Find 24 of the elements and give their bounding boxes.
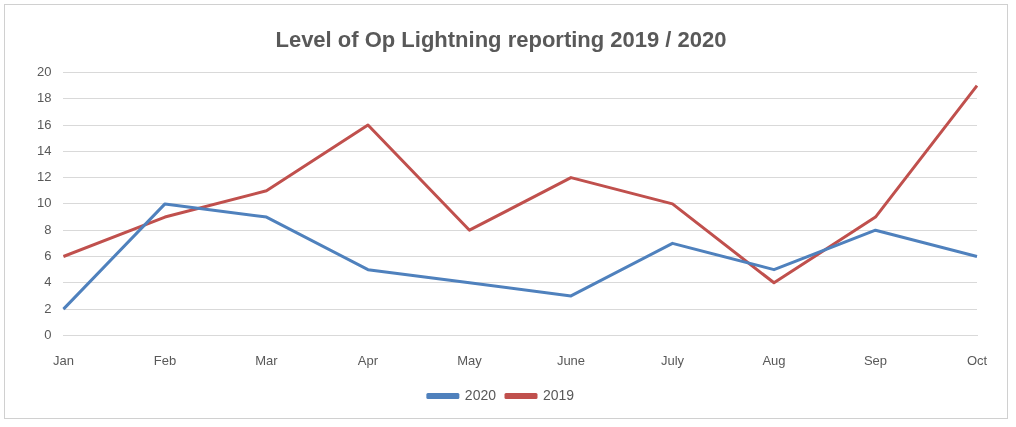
x-tick-label: July: [660, 352, 685, 368]
x-tick-label: Aug: [762, 352, 786, 368]
x-tick-label: Mar: [255, 352, 279, 368]
legend-label: 2019: [543, 386, 575, 403]
y-tick-label: 12: [36, 169, 52, 185]
y-tick-label: 6: [44, 248, 52, 264]
y-tick-label: 20: [36, 63, 52, 79]
y-tick-label: 10: [36, 195, 52, 211]
x-tick-label: June: [556, 352, 586, 368]
x-tick-label: Apr: [357, 352, 379, 368]
x-tick-label: Jan: [52, 352, 74, 368]
y-tick-label: 4: [44, 274, 52, 290]
x-tick-label: Feb: [153, 352, 177, 368]
legend-label: 2020: [464, 386, 497, 403]
y-tick-label: 14: [36, 142, 52, 158]
x-tick-label: May: [457, 352, 483, 368]
x-tick-label: Sep: [863, 352, 888, 368]
y-tick-label: 0: [44, 326, 52, 342]
y-tick-label: 8: [44, 221, 52, 237]
y-tick-label: 18: [36, 90, 52, 106]
chart-title: Level of Op Lightning reporting 2019 / 2020: [275, 27, 727, 53]
y-tick-label: 16: [36, 116, 52, 132]
y-tick-label: 2: [44, 300, 52, 316]
x-tick-label: Oct: [966, 352, 988, 368]
